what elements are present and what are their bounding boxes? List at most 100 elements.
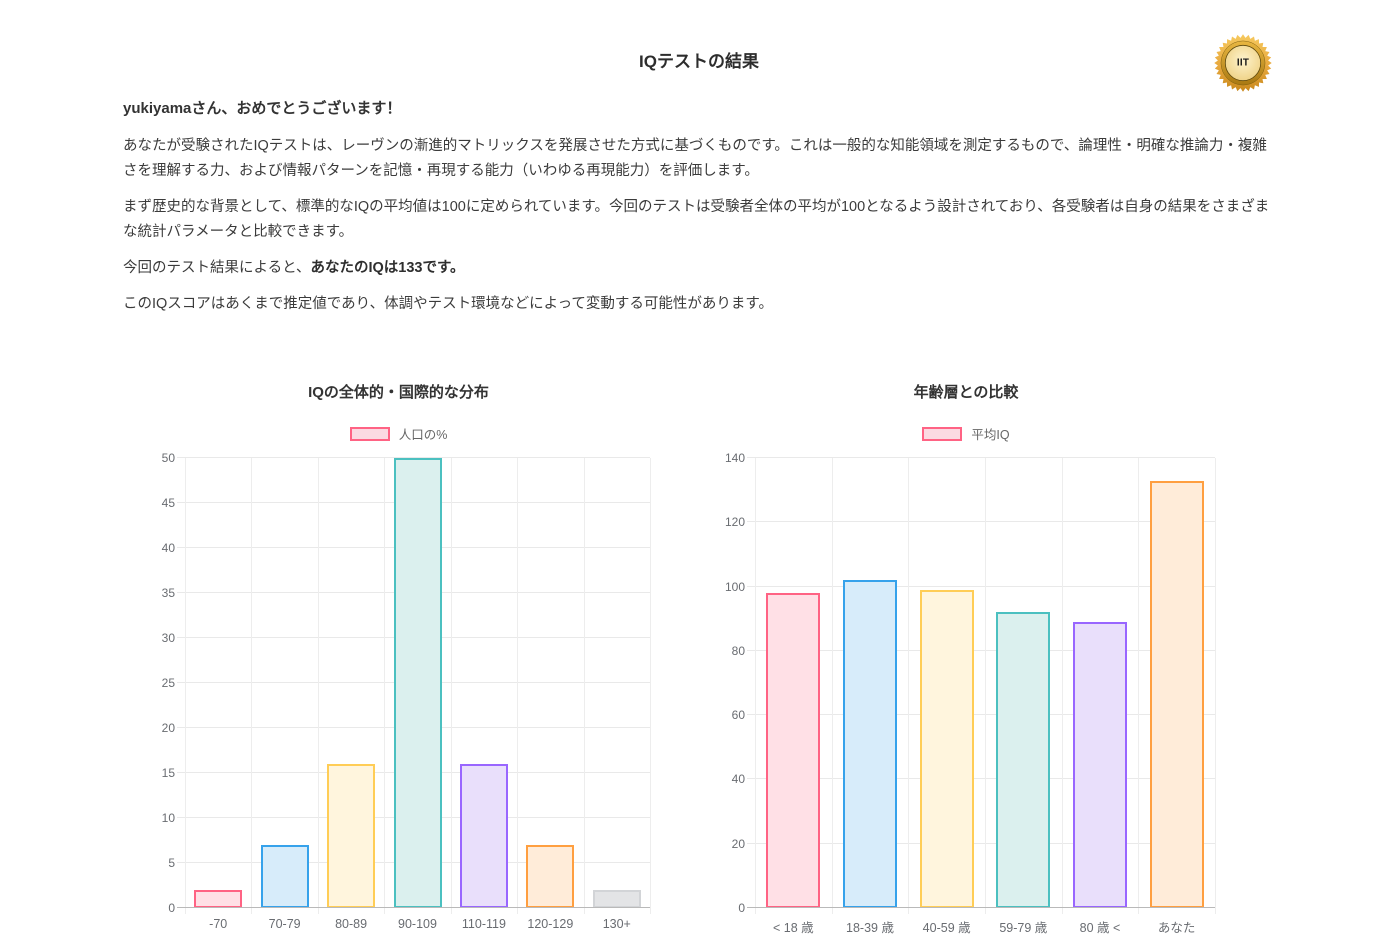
y-axis-tick-label: 120 <box>724 515 745 530</box>
result-sentence-prefix: 今回のテスト結果によると、 <box>123 260 311 276</box>
page-title: IQテストの結果 <box>639 52 759 71</box>
chart-title: IQの全体的・国際的な分布 <box>308 384 489 401</box>
x-axis-tick-label: 70-79 <box>268 917 301 931</box>
plot-area <box>177 457 651 914</box>
y-gridline <box>177 907 650 908</box>
y-axis-tick-label: 100 <box>724 579 745 594</box>
y-axis-tick-label: 25 <box>161 676 175 690</box>
y-axis-tick-label: 5 <box>168 856 175 870</box>
intro-paragraph-2: まず歴史的な背景として、標準的なIQの平均値は100に定められています。今回のテ… <box>123 199 1270 240</box>
greeting-text: yukiyamaさん、おめでとうございます！ <box>123 100 402 117</box>
bar <box>766 593 821 908</box>
x-axis-tick-label: 40-59 歳 <box>922 921 971 935</box>
medal-face <box>1224 44 1262 82</box>
legend-label: 平均IQ <box>971 428 1010 442</box>
legend-label: 人口の% <box>398 428 448 442</box>
chart-legend: 平均IQ <box>717 424 1215 443</box>
y-axis-tick-label: 80 <box>731 643 745 658</box>
y-gridline <box>747 907 1215 908</box>
y-axis-tick-label: 0 <box>168 901 175 915</box>
y-axis-tick-label: 140 <box>724 451 745 465</box>
x-gridline <box>583 458 585 914</box>
bar <box>1073 621 1127 908</box>
x-gridline <box>1215 458 1216 914</box>
results-page: IQテストの結果 IIT yukiyamaさん、おめでとうございます！ あな <box>123 0 1275 938</box>
intro-paragraph-4: このIQスコアはあくまで推定値であり、体調やテスト環境などによって変動する可能性… <box>123 296 773 312</box>
bar <box>393 458 442 908</box>
y-gridline <box>177 457 650 458</box>
bar <box>194 890 243 908</box>
charts-section: IQの全体的・国際的な分布 人口の% 0 5 10 15 20 25 30 35 40 45 50 … <box>123 383 1275 938</box>
x-gridline <box>450 458 452 914</box>
x-gridline <box>1061 458 1063 914</box>
y-axis-tick-label: 0 <box>738 901 745 915</box>
y-axis-tick-label: 45 <box>161 496 175 510</box>
y-gridline <box>747 714 1215 716</box>
bar <box>996 612 1051 908</box>
x-axis-tick-label: 59-79 歳 <box>999 921 1048 935</box>
x-gridline <box>384 458 386 914</box>
y-axis-tick-label: 50 <box>161 451 175 465</box>
plot-area <box>747 457 1216 914</box>
y-axis: 0 5 10 15 20 25 30 35 40 45 50 <box>147 452 185 914</box>
y-gridline <box>747 842 1215 844</box>
x-axis-tick-label: < 18 歳 <box>773 921 814 935</box>
y-axis-tick-label: 40 <box>731 772 745 787</box>
y-axis-tick-label: 40 <box>161 541 175 555</box>
x-axis: -70 70-79 80-89 90-109 110-119 120-129 130+ <box>185 908 650 938</box>
x-gridline <box>317 458 319 914</box>
iq-distribution-chart: IQの全体的・国際的な分布 人口の% 0 5 10 15 20 25 30 35 40 45 50 … <box>147 383 651 938</box>
x-axis-tick-label: 90-109 <box>398 917 437 931</box>
intro-section: yukiyamaさん、おめでとうございます！ あなたが受験されたIQテストは、レ… <box>123 98 1275 317</box>
x-gridline <box>831 458 833 914</box>
x-gridline <box>908 458 910 914</box>
x-axis-tick-label: 130+ <box>602 917 631 931</box>
y-axis: 0 20 40 60 80 100 120 140 <box>717 452 755 914</box>
legend-swatch <box>349 426 390 441</box>
bar <box>1149 480 1204 908</box>
x-gridline <box>650 458 651 914</box>
bar <box>526 845 575 908</box>
intro-paragraph-1: あなたが受験されたIQテストは、レーヴンの漸進的マトリックスを発展させた方式に基… <box>123 138 1267 179</box>
chart-title: 年齢層との比較 <box>913 384 1019 401</box>
legend-swatch <box>922 426 963 441</box>
iq-score-statement: あなたのIQは133です。 <box>310 260 465 276</box>
y-gridline <box>747 521 1215 523</box>
x-gridline <box>1138 458 1140 914</box>
bar <box>919 589 974 908</box>
x-axis-tick-label: 80 歳 < <box>1079 921 1121 935</box>
chart-legend: 人口の% <box>147 424 650 443</box>
bar <box>592 890 641 908</box>
y-axis-tick-label: 10 <box>161 811 175 825</box>
y-axis-tick-label: 15 <box>161 766 175 780</box>
intro-paragraph-3: 今回のテスト結果によると、あなたのIQは133です。 <box>123 256 1275 281</box>
x-gridline <box>251 458 253 914</box>
x-axis: < 18 歳 18-39 歳 40-59 歳 59-79 歳 80 歳 < あなた <box>755 908 1215 938</box>
x-axis-tick-label: 18-39 歳 <box>846 921 894 935</box>
x-gridline <box>985 458 986 914</box>
bar <box>459 764 508 908</box>
y-gridline <box>747 457 1215 458</box>
x-axis-tick-label: -70 <box>209 917 228 931</box>
y-axis-tick-label: 60 <box>731 708 745 723</box>
x-gridline <box>517 458 519 914</box>
bar <box>260 845 309 908</box>
chart-body: 0 5 10 15 20 25 30 35 40 45 50 <box>147 452 651 914</box>
x-gridline <box>755 458 756 914</box>
y-gridline <box>747 649 1215 651</box>
x-axis-tick-label: 110-119 <box>461 917 506 931</box>
x-gridline <box>185 458 186 914</box>
y-axis-tick-label: 20 <box>731 836 745 851</box>
x-axis-tick-label: 80-89 <box>335 917 368 931</box>
x-axis-tick-label: 120-129 <box>527 917 574 931</box>
y-axis-tick-label: 30 <box>161 631 175 645</box>
bar <box>327 764 376 908</box>
chart-body: 0 20 40 60 80 100 120 140 <box>717 452 1216 914</box>
y-gridline <box>747 778 1215 780</box>
x-axis-tick-label: あなた <box>1157 921 1196 935</box>
y-gridline <box>747 585 1215 587</box>
medal-text: IIT <box>1237 58 1249 69</box>
y-axis-tick-label: 20 <box>161 721 175 735</box>
y-axis-tick-label: 35 <box>161 586 175 600</box>
award-medal-icon: IIT <box>1214 34 1272 92</box>
